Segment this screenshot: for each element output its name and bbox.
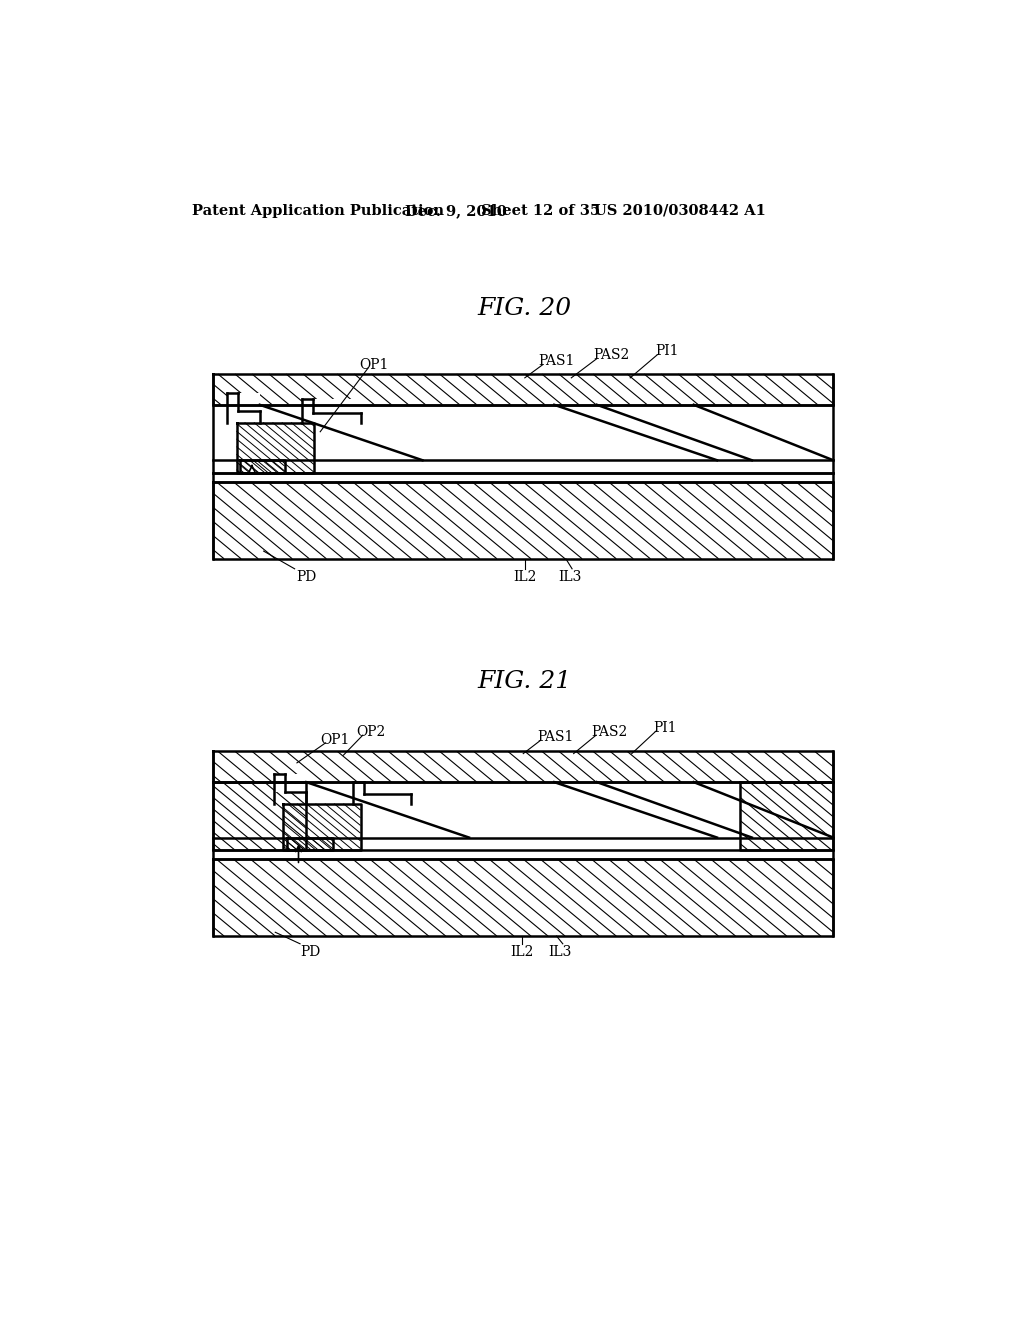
Bar — [213, 781, 306, 850]
Bar — [213, 482, 834, 558]
Text: IL2: IL2 — [510, 945, 534, 960]
Bar — [302, 400, 360, 413]
Text: PI1: PI1 — [653, 721, 677, 735]
Text: Sheet 12 of 35: Sheet 12 of 35 — [481, 203, 600, 218]
Bar — [237, 422, 314, 473]
Text: IL3: IL3 — [558, 570, 582, 585]
Text: OP2: OP2 — [356, 725, 386, 739]
Bar — [283, 804, 360, 850]
Text: Patent Application Publication: Patent Application Publication — [193, 203, 444, 218]
Text: PI1: PI1 — [655, 345, 679, 358]
Text: US 2010/0308442 A1: US 2010/0308442 A1 — [594, 203, 766, 218]
Text: PAS2: PAS2 — [592, 725, 628, 739]
Text: PAS1: PAS1 — [539, 354, 575, 368]
Bar — [287, 837, 334, 850]
Text: PD: PD — [296, 570, 316, 585]
Bar — [213, 374, 834, 405]
Text: PD: PD — [300, 945, 321, 960]
Text: OP1: OP1 — [359, 358, 388, 372]
Bar — [213, 859, 834, 936]
Bar — [213, 751, 834, 781]
Bar — [213, 405, 834, 473]
Text: OP1: OP1 — [321, 733, 349, 747]
Bar — [273, 775, 306, 792]
Text: IL3: IL3 — [549, 945, 572, 960]
Bar — [352, 781, 411, 795]
Text: FIG. 20: FIG. 20 — [478, 297, 571, 319]
Text: PAS1: PAS1 — [538, 730, 573, 744]
Bar — [241, 461, 285, 473]
Text: Dec. 9, 2010: Dec. 9, 2010 — [406, 203, 507, 218]
Text: PAS2: PAS2 — [593, 347, 630, 362]
Bar — [213, 781, 834, 850]
Text: IL2: IL2 — [513, 570, 537, 585]
Bar — [227, 393, 260, 411]
Bar — [740, 781, 834, 850]
Text: FIG. 21: FIG. 21 — [478, 671, 571, 693]
